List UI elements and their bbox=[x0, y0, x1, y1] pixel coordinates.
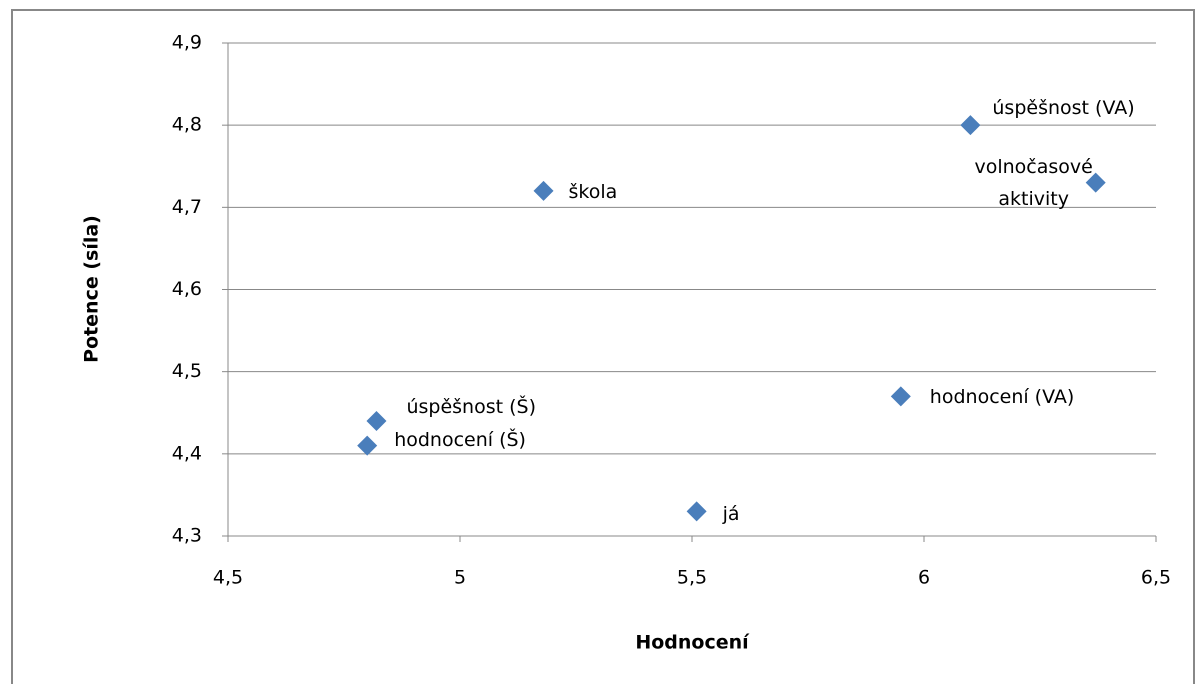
data-point bbox=[357, 435, 378, 456]
y-tick-label: 4,5 bbox=[172, 360, 202, 382]
point-label: volnočasové aktivity bbox=[974, 155, 1093, 210]
point-label: hodnocení (Š) bbox=[394, 428, 526, 451]
y-tick-label: 4,4 bbox=[172, 442, 202, 464]
point-label: úspěšnost (VA) bbox=[992, 97, 1135, 120]
y-tick-label: 4,8 bbox=[172, 114, 202, 136]
y-tick-label: 4,6 bbox=[172, 278, 202, 300]
point-label: hodnocení (VA) bbox=[929, 386, 1075, 409]
chart-frame bbox=[11, 9, 1195, 684]
data-point bbox=[366, 410, 387, 431]
x-tick-label: 5,5 bbox=[677, 567, 707, 589]
data-point bbox=[890, 386, 911, 407]
y-axis-title: Potence (síla) bbox=[81, 215, 103, 363]
x-axis-title: Hodnocení bbox=[635, 632, 750, 654]
x-tick-label: 6 bbox=[918, 567, 930, 589]
x-tick-label: 6,5 bbox=[1141, 567, 1171, 589]
point-label: já bbox=[722, 503, 740, 526]
y-tick-label: 4,7 bbox=[172, 196, 202, 218]
x-tick-label: 5 bbox=[454, 567, 466, 589]
x-tick-label: 4,5 bbox=[213, 567, 243, 589]
y-tick-label: 4,9 bbox=[172, 32, 202, 54]
y-tick-label: 4,3 bbox=[172, 525, 202, 547]
point-label: úspěšnost (Š) bbox=[406, 395, 536, 418]
data-point bbox=[686, 501, 707, 522]
data-point bbox=[533, 180, 554, 201]
point-label: škola bbox=[568, 180, 618, 203]
data-point bbox=[1085, 172, 1106, 193]
data-point bbox=[960, 115, 981, 136]
